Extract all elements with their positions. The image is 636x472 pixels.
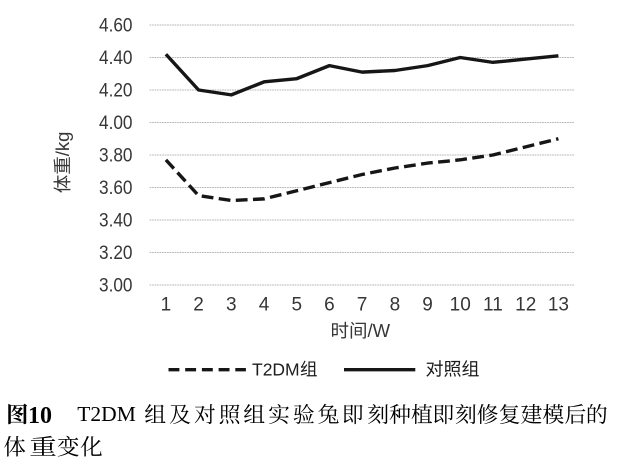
- svg-text:10: 10: [450, 295, 471, 316]
- svg-text:3.40: 3.40: [99, 211, 133, 232]
- svg-text:6: 6: [324, 295, 335, 316]
- svg-text:8: 8: [390, 295, 401, 316]
- svg-text:3: 3: [226, 295, 237, 316]
- svg-text:T2DM: T2DM: [77, 402, 136, 426]
- svg-text:T2DM: T2DM: [252, 359, 300, 379]
- svg-text:3.00: 3.00: [99, 276, 133, 297]
- svg-text:3.80: 3.80: [99, 146, 133, 167]
- svg-text:4.40: 4.40: [99, 48, 133, 69]
- svg-text:4.60: 4.60: [99, 16, 133, 37]
- svg-text:4.20: 4.20: [99, 81, 133, 102]
- svg-text:7: 7: [357, 295, 368, 316]
- svg-text:2: 2: [193, 295, 204, 316]
- svg-text:3.60: 3.60: [99, 178, 133, 199]
- svg-text:/kg: /kg: [52, 132, 73, 157]
- svg-text:1: 1: [161, 295, 172, 316]
- svg-text:11: 11: [483, 295, 503, 316]
- svg-text:9: 9: [422, 295, 433, 316]
- svg-text:4: 4: [259, 295, 270, 316]
- svg-text:3.20: 3.20: [99, 243, 133, 264]
- svg-text:12: 12: [515, 295, 536, 316]
- svg-text:/W: /W: [368, 320, 391, 341]
- svg-text:4.00: 4.00: [99, 113, 133, 134]
- svg-text:13: 13: [548, 295, 569, 316]
- svg-text:5: 5: [292, 295, 303, 316]
- svg-text:10: 10: [28, 403, 52, 429]
